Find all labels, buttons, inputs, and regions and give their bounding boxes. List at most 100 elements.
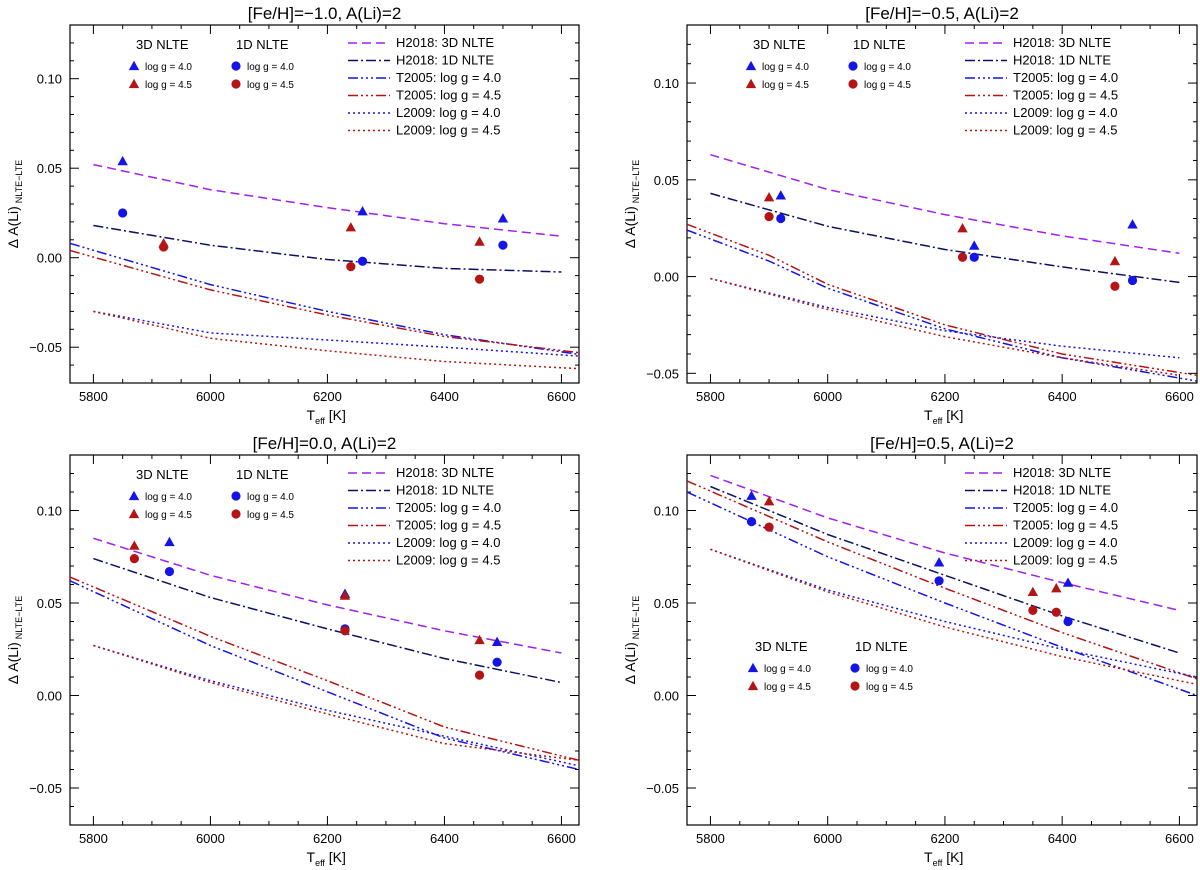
chart-title: [Fe/H]=0.5, A(Li)=2 [870, 434, 1014, 453]
triangle-point [345, 222, 357, 232]
y-tick-label: 0.00 [37, 251, 62, 266]
y-tick-label: 0.05 [37, 596, 62, 611]
chart-title: [Fe/H]=0.0, A(Li)=2 [253, 434, 397, 453]
legend-line-label: H2018: 3D NLTE [396, 35, 494, 50]
panel-4: [Fe/H]=0.5, A(Li)=2 5800 6000 6200 6400 6600 −… [622, 434, 1198, 868]
y-tick-label: −0.05 [29, 340, 62, 355]
legend-header-1d: 1D NLTE [853, 37, 906, 52]
circle-point [492, 657, 502, 667]
circle-marker-icon [231, 79, 241, 89]
data-points [129, 536, 503, 680]
panel-2: [Fe/H]=−0.5, A(Li)=2 5800 6000 6200 6400 6600… [622, 4, 1198, 426]
y-tick-label: 0.00 [654, 270, 679, 285]
y-tick-label: 0.10 [37, 504, 62, 519]
legend-header-3d: 3D NLTE [755, 639, 808, 654]
legend-line-label: L2009: log g = 4.0 [1013, 535, 1117, 550]
legend-marker-label: log g = 4.5 [762, 80, 809, 91]
curve-t2005-log-g-4-5 [70, 576, 579, 762]
legend-line-label: T2005: log g = 4.0 [396, 70, 501, 85]
curve-h2018-3d-nlte [93, 537, 562, 654]
x-tick-label: 6400 [1048, 831, 1077, 846]
legend-marker-label: log g = 4.5 [145, 80, 192, 91]
legend-line-label: T2005: log g = 4.0 [1013, 500, 1118, 515]
circle-point [1051, 607, 1061, 617]
legend-line-label: L2009: log g = 4.5 [1013, 123, 1117, 138]
triangle-marker-icon [747, 662, 759, 673]
circle-point [357, 256, 368, 266]
panel-3: [Fe/H]=0.0, A(Li)=2 5800 6000 6200 6400 6600 −… [5, 434, 580, 868]
triangle-point [1109, 255, 1121, 266]
triangle-point [1127, 219, 1138, 229]
circle-point [118, 208, 128, 218]
circle-marker-icon [848, 79, 858, 89]
curve-l2009-log-g-4-5 [93, 310, 579, 370]
legend-header-3d: 3D NLTE [136, 467, 189, 482]
curve-l2009-log-g-4-5 [93, 644, 579, 762]
x-tick-label: 5800 [79, 389, 108, 404]
triangle-point [474, 236, 485, 246]
legend-marker-label: log g = 4.0 [145, 62, 192, 73]
x-tick-label: 6200 [313, 831, 342, 846]
legend-line-label: L2009: log g = 4.0 [396, 105, 500, 120]
y-axis-label: Δ A(Li)NLTE−LTE [622, 596, 641, 684]
x-axis-label: Teff [K] [924, 407, 963, 426]
legend-line-label: H2018: 1D NLTE [1013, 53, 1111, 68]
legend-line-label: T2005: log g = 4.5 [1013, 518, 1118, 533]
circle-point [1063, 616, 1073, 627]
triangle-marker-icon [745, 60, 757, 71]
data-points [117, 155, 509, 284]
circle-point [1127, 275, 1138, 286]
legend-header-1d: 1D NLTE [855, 639, 908, 654]
x-tick-label: 6600 [1165, 389, 1194, 404]
triangle-point [474, 634, 485, 645]
circle-point [498, 240, 508, 250]
legend-marker-label: log g = 4.0 [247, 492, 294, 503]
curve-h2018-1d-nlte [93, 557, 562, 684]
y-axis-label: Δ A(Li)NLTE−LTE [622, 160, 641, 248]
x-tick-label: 6200 [930, 831, 959, 846]
legend-marker-label: log g = 4.0 [864, 62, 911, 73]
x-tick-label: 5800 [79, 831, 108, 846]
x-axis-label: Teff [K] [307, 407, 346, 426]
circle-point [764, 211, 774, 222]
curves [70, 163, 579, 370]
y-tick-label: −0.05 [646, 366, 679, 381]
chart-title: [Fe/H]=−1.0, A(Li)=2 [248, 4, 402, 23]
legend-marker-label: log g = 4.0 [762, 62, 809, 73]
curve-t2005-log-g-4-0 [70, 580, 579, 771]
legend-line-label: T2005: log g = 4.5 [396, 518, 501, 533]
legend-marker-label: log g = 4.5 [864, 80, 911, 91]
legend-header-1d: 1D NLTE [236, 37, 289, 52]
curve-l2009-log-g-4-5 [710, 277, 1180, 377]
circle-point [474, 670, 485, 680]
curve-l2009-log-g-4-0 [710, 548, 1197, 678]
x-tick-label: 6000 [813, 831, 842, 846]
legend-marker-label: log g = 4.0 [764, 664, 811, 675]
x-tick-label: 6600 [1165, 831, 1194, 846]
plot-frame [69, 24, 580, 384]
triangle-point [1027, 586, 1039, 597]
curves [70, 537, 579, 771]
legend-line-label: T2005: log g = 4.0 [396, 500, 501, 515]
y-tick-label: −0.05 [646, 781, 679, 796]
plot-frame [686, 24, 1198, 384]
line-legend: H2018: 3D NLTE H2018: 1D NLTE T2005: log g… [348, 35, 501, 138]
legend-line-label: T2005: log g = 4.5 [396, 88, 501, 103]
triangle-point [497, 213, 509, 223]
circle-point [776, 213, 786, 224]
triangle-point [129, 540, 140, 550]
x-tick-label: 6000 [196, 831, 225, 846]
circle-point [969, 252, 979, 262]
triangle-point [491, 636, 503, 647]
x-tick-label: 6200 [313, 389, 342, 404]
triangle-point [339, 590, 351, 600]
legend-header-3d: 3D NLTE [753, 37, 806, 52]
legend-marker-label: log g = 4.5 [764, 682, 811, 693]
circle-point [340, 626, 350, 636]
y-tick-label: 0.10 [37, 72, 62, 87]
triangle-marker-icon [747, 680, 759, 691]
y-tick-label: 0.00 [37, 689, 62, 704]
legend-marker-label: log g = 4.5 [145, 510, 192, 521]
x-tick-label: 6400 [430, 831, 459, 846]
x-tick-label: 6000 [196, 389, 225, 404]
